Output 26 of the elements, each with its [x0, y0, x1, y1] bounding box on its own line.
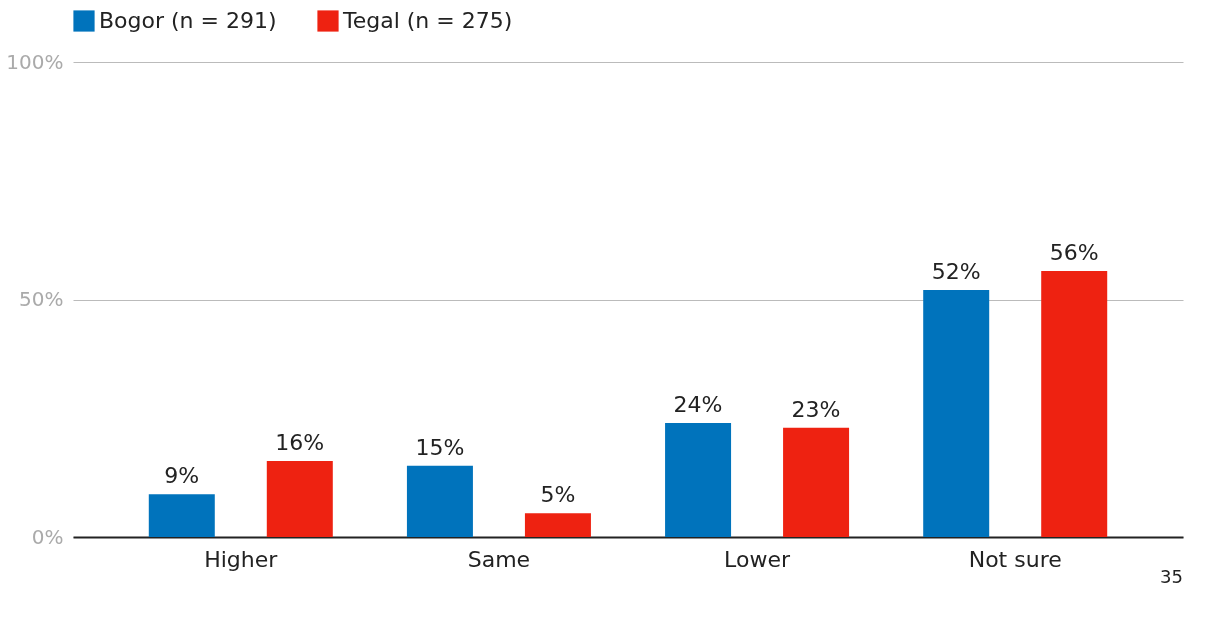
bar [665, 423, 732, 537]
y-tick-label: 100% [6, 49, 64, 74]
legend-label: Bogor (n = 291) [99, 8, 277, 33]
data-label: 5% [540, 482, 576, 508]
y-tick-label: 0% [31, 524, 64, 549]
x-tick-label: Same [467, 546, 531, 572]
data-label: 24% [673, 392, 723, 417]
data-label: 52% [931, 259, 981, 284]
text: 35 [1160, 566, 1183, 587]
x-tick-label: Lower [724, 546, 791, 572]
bar [783, 427, 850, 537]
data-label: 16% [275, 430, 325, 455]
bar [148, 494, 215, 537]
data-label: 15% [415, 434, 465, 460]
data-label: 9% [164, 463, 200, 489]
x-tick-label: Higher [204, 546, 279, 572]
legend-label: Tegal (n = 275) [342, 8, 513, 33]
x-tick-label: Not sure [968, 546, 1062, 572]
bar [923, 290, 990, 537]
bar [1041, 271, 1108, 537]
bar [524, 513, 591, 537]
data-label: 56% [1049, 240, 1099, 265]
bar [406, 465, 473, 537]
y-tick-label: 50% [19, 287, 64, 311]
data-label: 23% [791, 396, 841, 422]
bar [266, 461, 333, 537]
